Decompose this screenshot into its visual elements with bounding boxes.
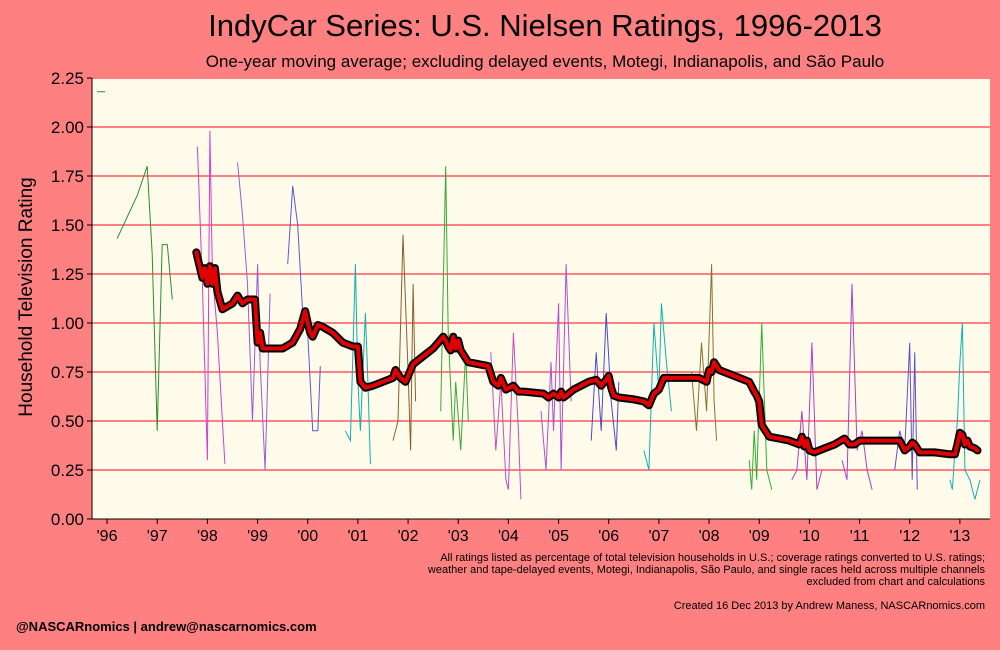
y-tick-label: 2.25 xyxy=(51,69,84,88)
x-tick-label: '98 xyxy=(197,528,218,545)
x-tick-label: '99 xyxy=(247,528,268,545)
x-tick-label: '97 xyxy=(147,528,168,545)
y-tick-label: 0.25 xyxy=(51,461,84,480)
y-tick-label: 0.50 xyxy=(51,412,84,431)
y-tick-label: 0.75 xyxy=(51,363,84,382)
x-tick-label: '01 xyxy=(347,528,368,545)
y-tick-label: 1.75 xyxy=(51,167,84,186)
y-tick-label: 1.50 xyxy=(51,216,84,235)
race-rating-line xyxy=(748,322,773,490)
race-rating-line xyxy=(540,264,572,471)
race-rating-line xyxy=(791,342,823,490)
x-tick-label: '11 xyxy=(850,528,870,545)
race-rating-line xyxy=(116,166,173,431)
x-tick-label: '10 xyxy=(799,528,820,545)
x-tick-label: '03 xyxy=(448,528,469,545)
race-rating-line xyxy=(841,283,873,490)
author-handle: @NASCARnomics | andrew@nascarnomics.com xyxy=(16,619,317,634)
chart-title: IndyCar Series: U.S. Nielsen Ratings, 19… xyxy=(208,8,882,43)
plot-area xyxy=(92,78,990,519)
race-rating-line xyxy=(344,264,371,465)
x-tick-label: '02 xyxy=(398,528,419,545)
y-tick-label: 2.00 xyxy=(51,118,84,137)
footnote: All ratings listed as percentage of tota… xyxy=(427,552,985,588)
chart-subtitle: One-year moving average; excluding delay… xyxy=(205,52,885,71)
x-tick-label: '96 xyxy=(97,528,118,545)
y-tick-label: 1.25 xyxy=(51,265,84,284)
y-tick-label: 0.00 xyxy=(51,510,84,529)
x-tick-label: '05 xyxy=(548,528,569,545)
x-tick-label: '09 xyxy=(749,528,770,545)
race-rating-line xyxy=(196,130,226,465)
x-tick-label: '04 xyxy=(498,528,519,545)
x-tick-label: '07 xyxy=(648,528,669,545)
x-tick-label: '06 xyxy=(598,528,619,545)
y-tick-label: 1.00 xyxy=(51,314,84,333)
race-rating-line xyxy=(490,332,522,500)
race-rating-line xyxy=(590,313,620,451)
race-rating-line xyxy=(949,322,981,500)
x-tick-label: '00 xyxy=(297,528,318,545)
moving-average-line xyxy=(194,250,980,457)
credit-line: Created 16 Dec 2013 by Andrew Maness, NA… xyxy=(673,600,985,612)
x-tick-label: '12 xyxy=(899,528,920,545)
x-tick-label: '08 xyxy=(699,528,720,545)
race-rating-line xyxy=(894,342,918,490)
x-tick-label: '13 xyxy=(949,528,970,545)
race-rating-line xyxy=(691,264,718,441)
race-rating-line xyxy=(440,166,469,451)
